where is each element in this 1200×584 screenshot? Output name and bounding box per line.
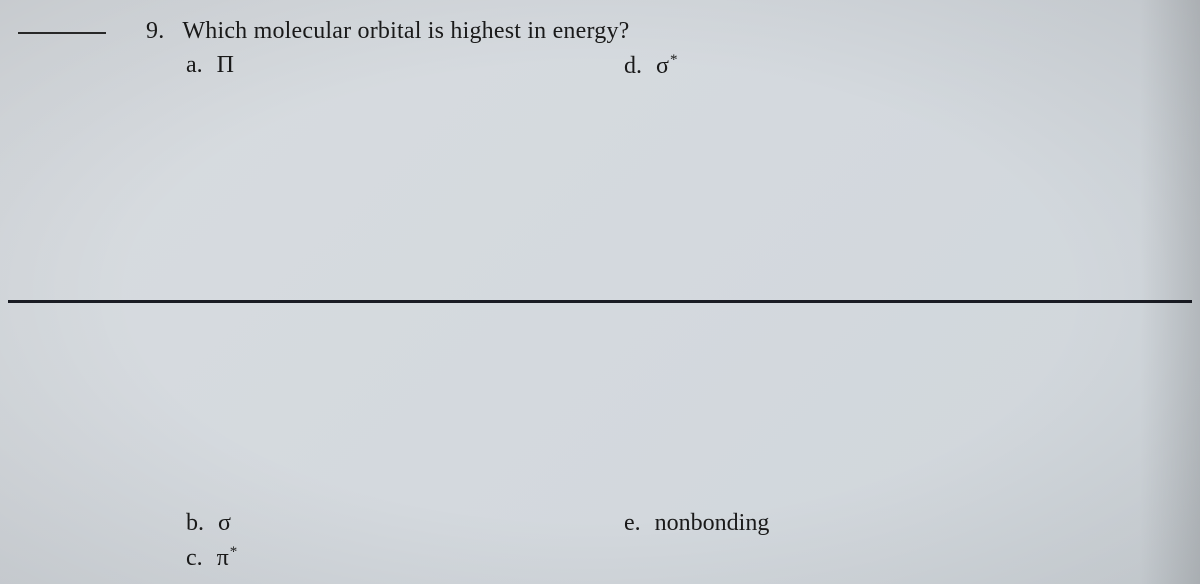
option-e-letter: e. <box>624 510 641 537</box>
option-a-letter: a. <box>186 52 203 79</box>
option-d-superscript: * <box>670 52 678 68</box>
option-b-letter: b. <box>186 510 204 537</box>
option-a-value: Π <box>217 52 234 78</box>
option-e-value: nonbonding <box>655 510 770 536</box>
option-c-value: π <box>217 545 229 571</box>
question-text: Which molecular orbital is highest in en… <box>182 18 629 44</box>
option-e[interactable]: e. nonbonding <box>624 510 769 537</box>
question-card: 9. Which molecular orbital is highest in … <box>0 0 1200 584</box>
answer-blank-rule <box>18 32 106 34</box>
option-c-letter: c. <box>186 545 203 572</box>
option-c[interactable]: c. π* <box>186 544 237 572</box>
horizontal-divider <box>8 300 1192 303</box>
option-d-letter: d. <box>624 53 642 80</box>
option-b-value: σ <box>218 510 231 536</box>
option-d[interactable]: d. σ* <box>624 52 677 80</box>
question-line: 9. Which molecular orbital is highest in … <box>146 18 630 45</box>
option-c-superscript: * <box>230 544 238 560</box>
question-number: 9. <box>146 18 164 45</box>
option-d-value: σ <box>656 53 669 79</box>
option-b[interactable]: b. σ <box>186 510 231 537</box>
option-a[interactable]: a. Π <box>186 52 234 79</box>
